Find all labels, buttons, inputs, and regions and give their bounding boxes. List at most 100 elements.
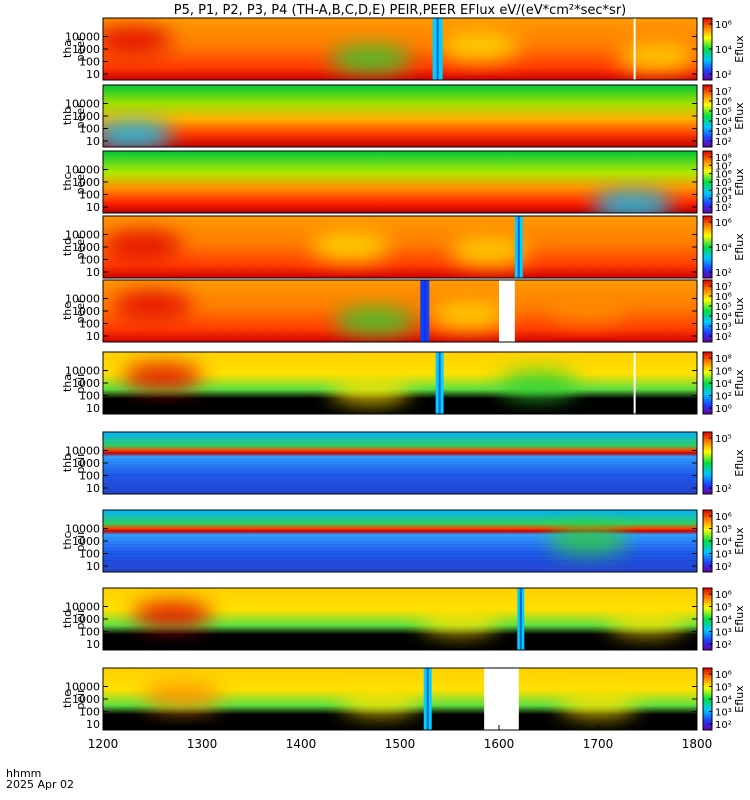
colorbar-tick-label: 10⁶ — [715, 20, 732, 31]
colorbar-tick-label: 10² — [715, 720, 732, 731]
x-tick-label: 1800 — [682, 737, 713, 751]
y-tick-label: 100 — [79, 318, 100, 331]
spectrogram-background — [103, 432, 697, 494]
colorbar-tick-label: 10⁶ — [715, 512, 732, 523]
colorbar-label: Eflux — [733, 369, 746, 397]
y-tick-label: 10000 — [65, 164, 100, 177]
colorbar-tick-label: 10³ — [715, 127, 732, 138]
y-tick-label: 10 — [86, 135, 100, 148]
data-gap — [499, 280, 515, 342]
y-tick-label: 100 — [79, 56, 100, 69]
flux-feature — [548, 526, 629, 555]
y-tick-label: 10 — [86, 718, 100, 731]
y-tick-label: 100 — [79, 254, 100, 267]
panel-probe-label: thc — [61, 532, 74, 549]
colorbar-tick-label: 10⁷ — [715, 161, 732, 172]
y-tick-label: 10 — [86, 482, 100, 495]
flux-feature — [592, 190, 673, 213]
colorbar-tick-label: 10² — [715, 640, 732, 651]
flux-feature — [449, 237, 530, 266]
colorbar-tick-label: 10⁵ — [715, 434, 732, 445]
y-tick-label: 10000 — [65, 523, 100, 536]
colorbar-tick-label: 10² — [715, 562, 732, 573]
colorbar-tick-label: 10⁴ — [715, 117, 732, 128]
y-tick-label: 10000 — [65, 681, 100, 694]
colorbar-tick-label: 10³ — [715, 550, 732, 561]
colorbar-tick-label: 10⁸ — [715, 153, 732, 164]
flux-feature — [548, 294, 629, 323]
flux-feature — [112, 291, 193, 320]
y-tick-label: 100 — [79, 706, 100, 719]
colorbar-label: Eflux — [733, 35, 746, 63]
y-tick-label: 1000 — [72, 377, 100, 390]
colorbar-tick-label: 10³ — [715, 195, 732, 206]
colorbar-tick-label: 10⁴ — [715, 615, 732, 626]
x-tick-label: 1300 — [187, 737, 218, 751]
flux-feature — [558, 688, 638, 717]
colorbar-tick-label: 10⁶ — [715, 590, 732, 601]
colorbar — [702, 431, 713, 495]
colorbar-tick-label: 10³ — [715, 322, 732, 333]
colorbar-tick-label: 10⁴ — [715, 379, 732, 390]
y-tick-label: 100 — [79, 626, 100, 639]
colorbar-tick-label: 10⁵ — [715, 178, 732, 189]
flux-feature — [335, 307, 416, 336]
panel-probe-label: thc — [61, 173, 74, 190]
panel-probe-label: thb — [61, 107, 74, 125]
y-tick-label: 1000 — [72, 457, 100, 470]
colorbar-tick-label: 10⁴ — [715, 243, 732, 254]
colorbar-tick-label: 10⁶ — [715, 218, 732, 229]
spectrogram-background — [103, 18, 697, 80]
flux-feature — [330, 45, 411, 74]
y-tick-label: 10000 — [65, 601, 100, 614]
x-tick-label: 1200 — [88, 737, 119, 751]
y-tick-label: 10 — [86, 68, 100, 81]
y-tick-label: 100 — [79, 548, 100, 561]
flux-feature — [439, 32, 520, 61]
colorbar-label: Eflux — [733, 233, 746, 261]
colorbar-tick-label: 10² — [715, 137, 732, 148]
y-tick-label: 10 — [86, 638, 100, 651]
colorbar-tick-label: 10⁴ — [715, 312, 732, 323]
colorbar-tick-label: 10⁰ — [715, 404, 732, 415]
y-tick-label: 10000 — [65, 31, 100, 44]
colorbar-tick-label: 10⁵ — [715, 603, 732, 614]
panel-instrument-label: peer — [74, 234, 87, 260]
panel-probe-label: thd — [61, 238, 74, 256]
flux-feature — [419, 606, 500, 635]
colorbar-tick-label: 10² — [715, 203, 732, 214]
y-tick-label: 10000 — [65, 229, 100, 242]
colorbar-label: Eflux — [733, 685, 746, 713]
x-tick-label: 1500 — [385, 737, 416, 751]
colorbar-tick-label: 10⁴ — [715, 186, 732, 197]
spectrogram-background — [103, 216, 697, 278]
colorbar-tick-label: 10⁶ — [715, 367, 732, 378]
x-axis-label-date: 2025 Apr 02 — [6, 778, 74, 791]
flux-feature — [103, 121, 173, 147]
panel-probe-label: tha — [61, 374, 74, 392]
flux-feature — [103, 230, 183, 259]
y-tick-label: 1000 — [72, 43, 100, 56]
panel-instrument-label: peer — [74, 103, 87, 129]
colorbar-tick-label: 10² — [715, 268, 732, 279]
y-tick-label: 1000 — [72, 613, 100, 626]
colorbar-label: Eflux — [733, 297, 746, 325]
y-tick-label: 10 — [86, 330, 100, 343]
colorbar-label: Eflux — [733, 449, 746, 477]
colorbar-tick-label: 10⁶ — [715, 97, 732, 108]
colorbar-tick-label: 10² — [715, 70, 732, 81]
colorbar-label: Eflux — [733, 605, 746, 633]
panel-instrument-label: peir — [74, 530, 87, 552]
x-tick-label: 1700 — [583, 737, 614, 751]
data-gap — [633, 18, 636, 80]
panel-instrument-label: peer — [74, 36, 87, 62]
colorbar-tick-label: 10⁵ — [715, 107, 732, 118]
colorbar — [702, 279, 713, 343]
y-tick-label: 100 — [79, 390, 100, 403]
flux-feature — [142, 682, 223, 711]
